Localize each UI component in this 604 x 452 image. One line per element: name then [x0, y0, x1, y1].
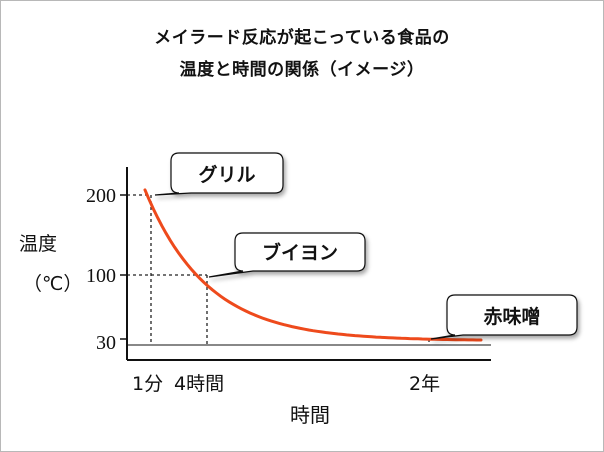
- annotation-bouillon: ブイヨン: [208, 232, 366, 278]
- callout-bubble-bouillon: [208, 232, 366, 278]
- callout-bubble-red-miso: [430, 294, 578, 340]
- x-tick-label-4hours: 4時間: [174, 373, 224, 395]
- annotation-label-bouillon: ブイヨン: [262, 241, 338, 264]
- annotation-red-miso: 赤味噌: [430, 294, 578, 340]
- annotation-grill: グリル: [154, 152, 284, 196]
- y-axis-label: 温度: [19, 233, 58, 255]
- x-tick-label-1min: 1分: [132, 373, 163, 395]
- y-tick-label-100: 100: [86, 265, 116, 287]
- x-tick-label-2years: 2年: [409, 373, 440, 395]
- annotation-label-grill: グリル: [198, 163, 255, 186]
- y-tick-label-200: 200: [86, 185, 116, 207]
- callout-bubble-grill: [154, 152, 284, 196]
- y-tick-label-30: 30: [96, 332, 116, 354]
- annotation-label-red-miso: 赤味噌: [483, 305, 540, 328]
- x-axis-label: 時間: [290, 403, 330, 427]
- series-line-temperature-vs-time: [143, 188, 483, 342]
- chart-title-line-1: メイラード反応が起こっている食品の: [154, 28, 450, 48]
- y-axis-unit: （℃）: [23, 273, 83, 295]
- chart-title-line-2: 温度と時間の関係（イメージ）: [179, 60, 425, 80]
